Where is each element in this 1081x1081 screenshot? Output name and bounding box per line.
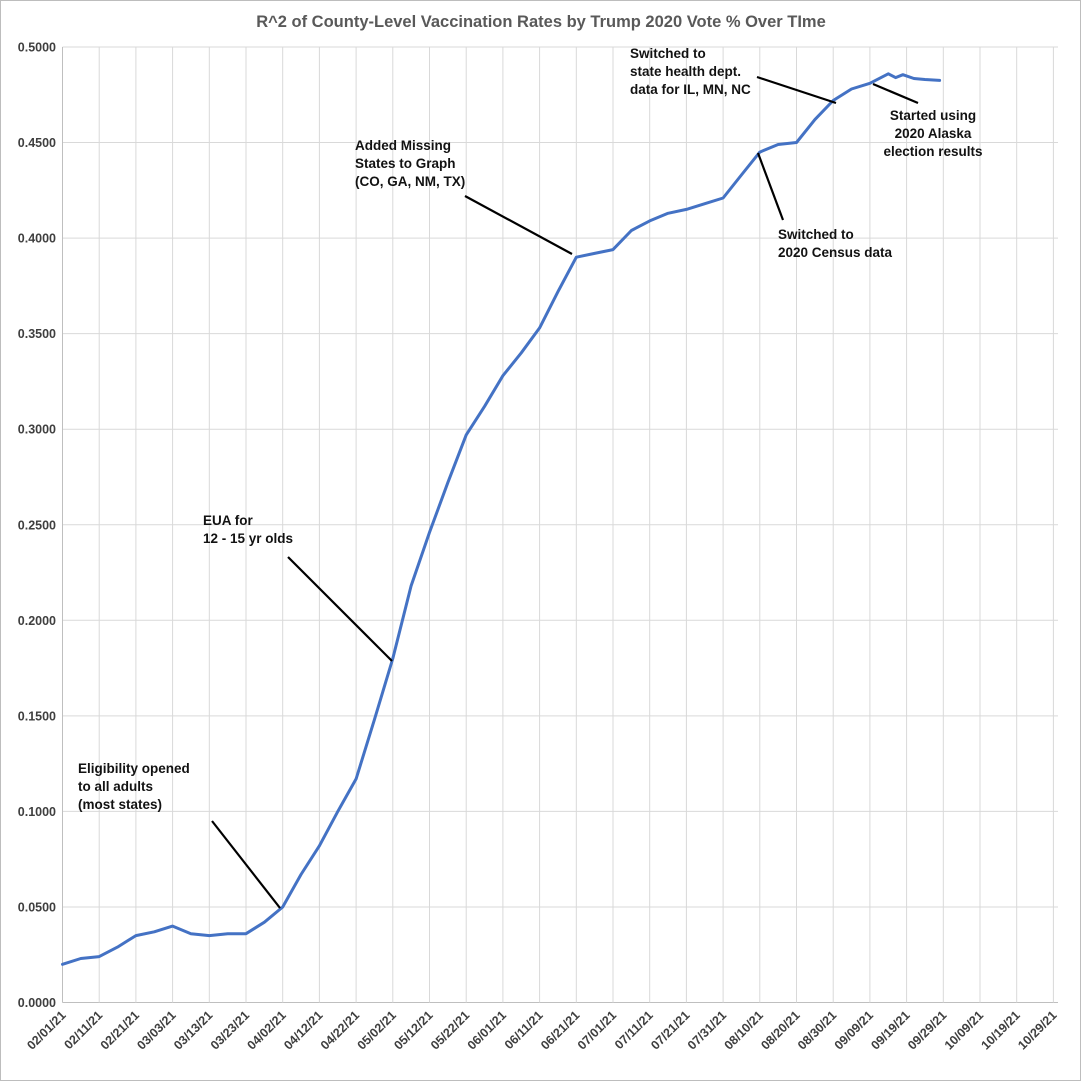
annotation-text: 2020 Census data xyxy=(778,245,893,260)
x-tick-label: 06/11/21 xyxy=(502,1008,546,1052)
y-tick-label: 0.3000 xyxy=(18,423,56,437)
x-tick-label: 09/19/21 xyxy=(868,1008,912,1052)
annotation-text: States to Graph xyxy=(355,156,456,171)
y-tick-label: 0.0000 xyxy=(18,996,56,1010)
x-tick-label: 05/12/21 xyxy=(391,1008,435,1052)
annotation-text: election results xyxy=(883,144,982,159)
y-tick-label: 0.4500 xyxy=(18,136,56,150)
annotation-leader-line xyxy=(211,820,281,909)
annotation-text: Switched to xyxy=(630,46,706,61)
annotation-text: (CO, GA, NM, TX) xyxy=(355,174,465,189)
annotation-text: data for IL, MN, NC xyxy=(630,82,751,97)
x-tick-label: 07/11/21 xyxy=(612,1008,656,1052)
x-tick-label: 05/02/21 xyxy=(355,1008,399,1052)
annotation-eua: EUA for 12 - 15 yr olds xyxy=(203,513,393,662)
annotation-text: EUA for xyxy=(203,513,253,528)
annotation-census: Switched to 2020 Census data xyxy=(756,152,893,260)
y-tick-label: 0.2500 xyxy=(18,518,56,532)
x-tick-label: 09/09/21 xyxy=(832,1008,876,1052)
annotation-leader-line xyxy=(287,556,393,662)
x-tick-label: 10/19/21 xyxy=(979,1008,1023,1052)
x-tick-label: 09/29/21 xyxy=(905,1008,949,1052)
x-tick-label: 07/31/21 xyxy=(685,1008,729,1052)
y-tick-label: 0.2000 xyxy=(18,614,56,628)
x-tick-label: 02/11/21 xyxy=(62,1008,106,1052)
x-tick-label: 04/22/21 xyxy=(318,1008,362,1052)
y-tick-label: 0.1500 xyxy=(18,709,56,723)
annotation-text: Started using xyxy=(890,108,976,123)
y-axis-labels: 0.0000 0.0500 0.1000 0.1500 0.2000 0.2500 0.30… xyxy=(18,41,56,1011)
annotation-eligibility: Eligibility opened to all adults (most sta… xyxy=(78,761,281,909)
annotation-leader-line xyxy=(756,75,837,105)
annotation-missing-states: Added Missing States to Graph (CO, GA, NM,… xyxy=(355,138,573,255)
x-tick-label: 10/09/21 xyxy=(942,1008,986,1052)
annotation-leader-line xyxy=(756,152,785,221)
chart-title: R^2 of County-Level Vaccination Rates by… xyxy=(256,13,826,31)
annotation-leader-line xyxy=(464,195,573,255)
annotation-text: 12 - 15 yr olds xyxy=(203,531,293,546)
x-tick-label: 07/01/21 xyxy=(575,1008,619,1052)
annotation-health-dept: Switched to state health dept. data for IL… xyxy=(630,46,837,105)
x-tick-label: 10/29/21 xyxy=(1015,1008,1059,1052)
x-tick-label: 04/02/21 xyxy=(245,1008,289,1052)
y-tick-label: 0.0500 xyxy=(18,900,56,914)
annotation-text: 2020 Alaska xyxy=(895,126,972,141)
y-tick-label: 0.5000 xyxy=(18,41,56,55)
x-tick-label: 07/21/21 xyxy=(648,1008,692,1052)
x-tick-label: 03/13/21 xyxy=(171,1008,215,1052)
annotation-text: Added Missing xyxy=(355,138,451,153)
annotation-text: (most states) xyxy=(78,797,162,812)
x-tick-label: 08/10/21 xyxy=(722,1008,766,1052)
annotation-text: Eligibility opened xyxy=(78,761,190,776)
x-tick-label: 06/21/21 xyxy=(538,1008,582,1052)
data-series xyxy=(61,72,942,966)
x-tick-label: 04/12/21 xyxy=(281,1008,325,1052)
y-tick-label: 0.3500 xyxy=(18,327,56,341)
x-tick-label: 06/01/21 xyxy=(465,1008,509,1052)
annotation-alaska: Started using 2020 Alaska election results xyxy=(872,82,983,159)
annotation-leader-line xyxy=(872,82,919,105)
y-tick-label: 0.4000 xyxy=(18,232,56,246)
x-tick-label: 05/22/21 xyxy=(428,1008,472,1052)
r2-series-line xyxy=(61,72,942,966)
x-tick-label: 08/20/21 xyxy=(758,1008,802,1052)
annotation-text: to all adults xyxy=(78,779,153,794)
x-tick-label: 08/30/21 xyxy=(795,1008,839,1052)
x-tick-label: 02/01/21 xyxy=(24,1008,68,1052)
annotation-text: Switched to xyxy=(778,227,854,242)
x-axis-labels: 02/01/2102/11/2102/21/2103/03/2103/13/21… xyxy=(24,1008,1059,1052)
x-tick-label: 02/21/21 xyxy=(98,1008,142,1052)
annotations: Eligibility opened to all adults (most sta… xyxy=(78,46,983,909)
y-tick-label: 0.1000 xyxy=(18,805,56,819)
annotation-text: state health dept. xyxy=(630,64,741,79)
gridlines xyxy=(62,46,1058,1003)
x-tick-label: 03/03/21 xyxy=(134,1008,178,1052)
x-tick-label: 03/23/21 xyxy=(208,1008,252,1052)
